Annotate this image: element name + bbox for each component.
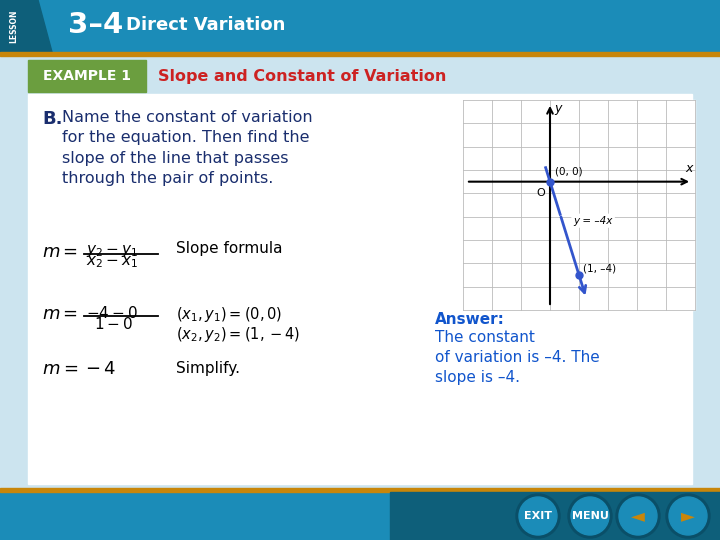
Text: Answer:: Answer: bbox=[435, 312, 505, 327]
Polygon shape bbox=[390, 492, 720, 540]
Text: =: = bbox=[62, 243, 77, 261]
Circle shape bbox=[666, 494, 710, 538]
Text: EXAMPLE 1: EXAMPLE 1 bbox=[43, 69, 131, 83]
Text: 3–4: 3–4 bbox=[68, 11, 123, 39]
Polygon shape bbox=[0, 0, 52, 52]
Circle shape bbox=[616, 494, 660, 538]
Text: $x_2 - x_1$: $x_2 - x_1$ bbox=[86, 254, 138, 269]
Circle shape bbox=[516, 494, 560, 538]
Text: Slope formula: Slope formula bbox=[176, 240, 282, 255]
Text: (1, –4): (1, –4) bbox=[583, 264, 616, 274]
Text: Direct Variation: Direct Variation bbox=[126, 16, 285, 34]
Text: The constant
of variation is –4. The
slope is –4.: The constant of variation is –4. The slo… bbox=[435, 330, 600, 384]
Circle shape bbox=[568, 494, 612, 538]
Text: =: = bbox=[62, 305, 77, 323]
Text: EXIT: EXIT bbox=[524, 511, 552, 521]
Circle shape bbox=[619, 497, 657, 535]
Text: $m = -4$: $m = -4$ bbox=[42, 360, 116, 378]
Text: LESSON: LESSON bbox=[9, 9, 19, 43]
Bar bbox=[28, 94, 692, 484]
Circle shape bbox=[571, 497, 609, 535]
Text: B.: B. bbox=[42, 110, 63, 128]
Bar bbox=[463, 100, 695, 310]
Bar bbox=[0, 0, 720, 52]
Text: y = –4x: y = –4x bbox=[573, 215, 613, 226]
Bar bbox=[28, 60, 146, 92]
Text: Name the constant of variation
for the equation. Then find the
slope of the line: Name the constant of variation for the e… bbox=[62, 110, 312, 186]
Text: Slope and Constant of Variation: Slope and Constant of Variation bbox=[158, 69, 446, 84]
Text: $-4 - 0$: $-4 - 0$ bbox=[86, 305, 138, 321]
Text: (0, 0): (0, 0) bbox=[555, 167, 582, 177]
Bar bbox=[0, 56, 720, 488]
Text: $(x_2, y_2) = (1, -4)$: $(x_2, y_2) = (1, -4)$ bbox=[176, 325, 300, 344]
Text: ►: ► bbox=[681, 507, 695, 525]
Text: $m$: $m$ bbox=[42, 305, 60, 323]
Bar bbox=[0, 492, 720, 540]
Text: $m$: $m$ bbox=[42, 243, 60, 261]
Circle shape bbox=[669, 497, 707, 535]
Text: MENU: MENU bbox=[572, 511, 608, 521]
Text: ◄: ◄ bbox=[631, 507, 645, 525]
Text: Simplify.: Simplify. bbox=[176, 361, 240, 376]
Text: x: x bbox=[685, 161, 693, 174]
Bar bbox=[0, 488, 720, 492]
Bar bbox=[0, 52, 720, 56]
Text: $1 - 0$: $1 - 0$ bbox=[94, 316, 133, 332]
Circle shape bbox=[519, 497, 557, 535]
Text: $(x_1, y_1) = (0, 0)$: $(x_1, y_1) = (0, 0)$ bbox=[176, 305, 282, 324]
Text: O: O bbox=[536, 188, 545, 198]
Text: $y_2 - y_1$: $y_2 - y_1$ bbox=[86, 243, 138, 259]
Text: y: y bbox=[554, 102, 562, 115]
